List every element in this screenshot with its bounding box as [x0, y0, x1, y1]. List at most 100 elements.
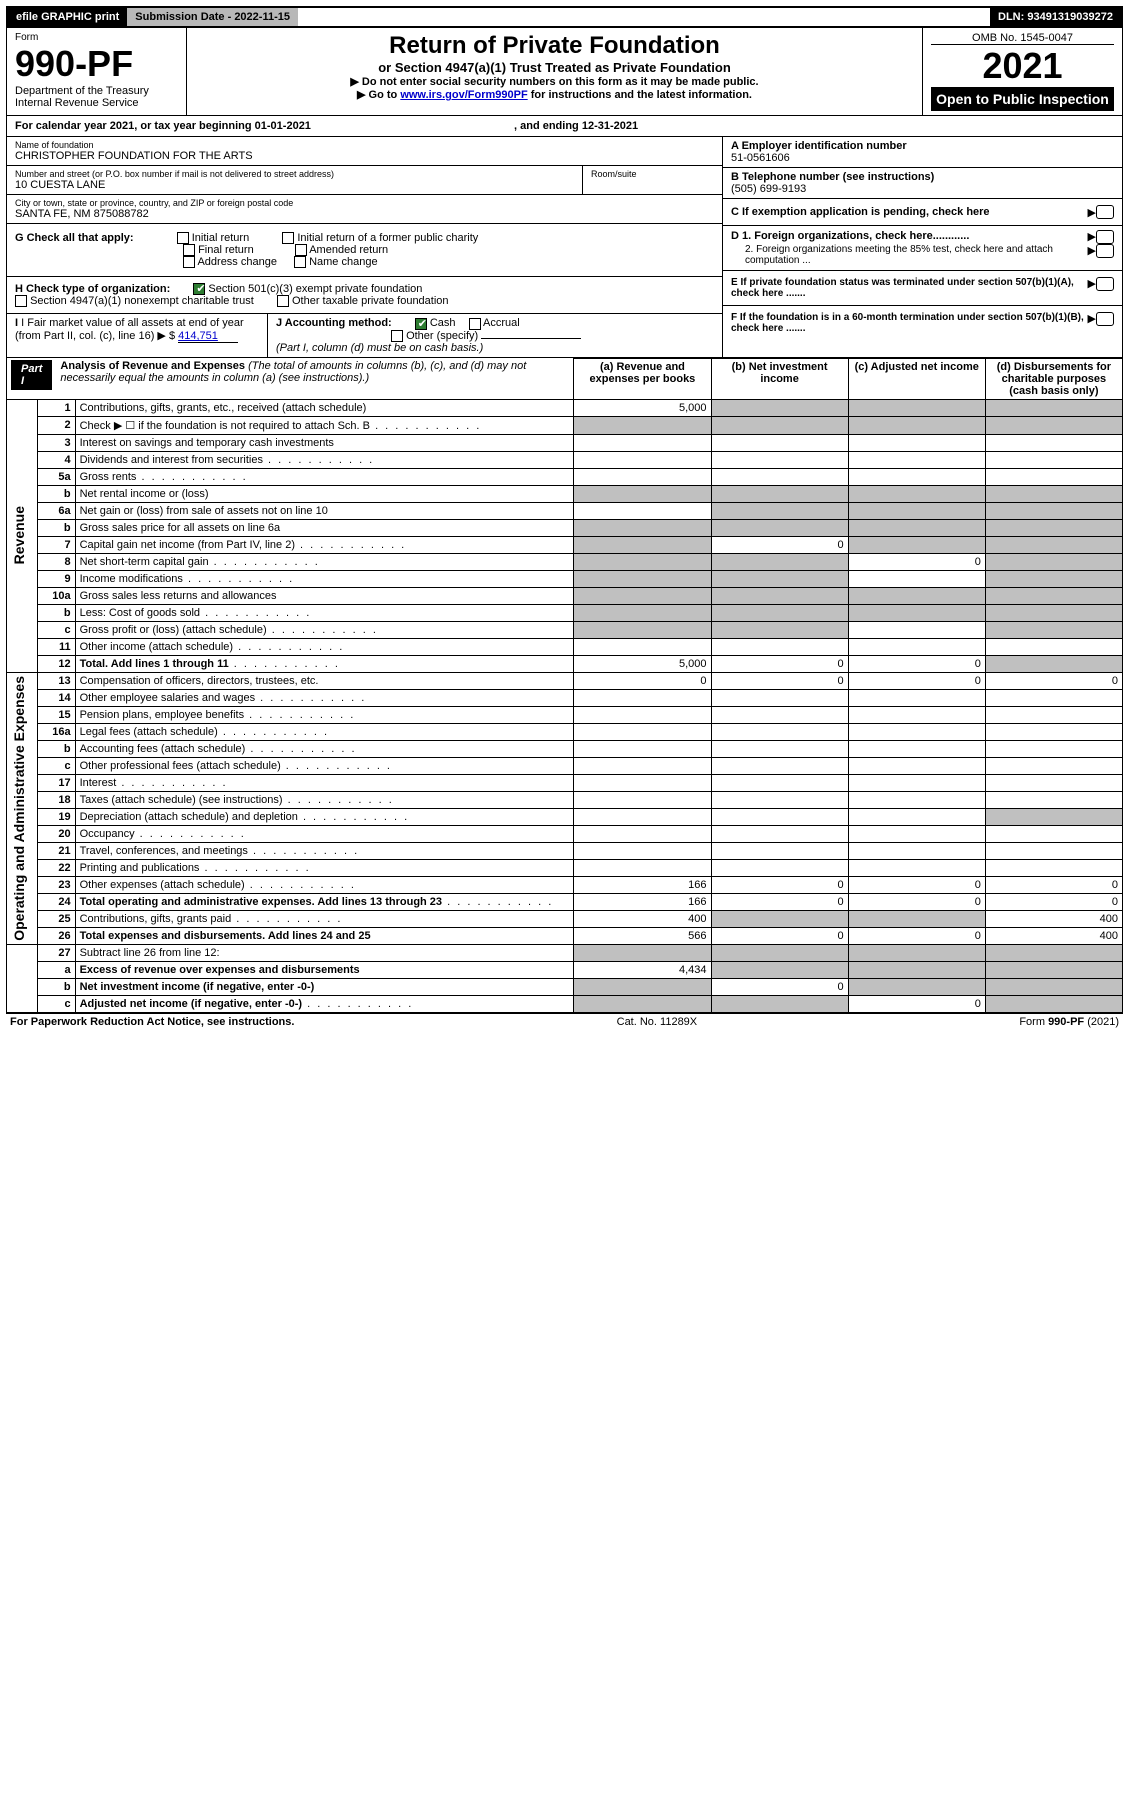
cy-end: 12-31-2021	[582, 120, 638, 132]
table-row: 21Travel, conferences, and meetings	[7, 842, 1123, 859]
checkbox-status-terminated[interactable]	[1096, 277, 1114, 291]
table-row: bGross sales price for all assets on lin…	[7, 519, 1123, 536]
part1-table: Part I Analysis of Revenue and Expenses …	[6, 358, 1123, 1013]
col-a-header: (a) Revenue and expenses per books	[574, 358, 711, 399]
col-c-header: (c) Adjusted net income	[848, 358, 985, 399]
footer-mid: Cat. No. 11289X	[617, 1016, 698, 1028]
table-row: 12Total. Add lines 1 through 115,00000	[7, 655, 1123, 672]
form-header: Form 990-PF Department of the Treasury I…	[6, 28, 1123, 116]
table-row: aExcess of revenue over expenses and dis…	[7, 961, 1123, 978]
checkbox-accrual[interactable]	[469, 318, 481, 330]
checkbox-address-change[interactable]	[183, 256, 195, 268]
c-label: C If exemption application is pending, c…	[731, 206, 1088, 218]
table-row: 23Other expenses (attach schedule)166000	[7, 876, 1123, 893]
g-opt-3: Amended return	[309, 244, 388, 256]
table-row: 9Income modifications	[7, 570, 1123, 587]
submission-date: Submission Date - 2022-11-15	[127, 8, 298, 26]
form-title: Return of Private Foundation	[195, 32, 914, 60]
part1-tag: Part I	[11, 360, 52, 390]
checkbox-name-change[interactable]	[294, 256, 306, 268]
table-row: 15Pension plans, employee benefits	[7, 706, 1123, 723]
h-label: H Check type of organization:	[15, 283, 170, 295]
checkbox-initial-former[interactable]	[282, 232, 294, 244]
dln: DLN: 93491319039272	[990, 8, 1121, 26]
fmv-value[interactable]: 414,751	[178, 330, 238, 343]
checkbox-4947[interactable]	[15, 295, 27, 307]
checkbox-foreign-org[interactable]	[1096, 230, 1114, 244]
table-row: bLess: Cost of goods sold	[7, 604, 1123, 621]
table-row: 25Contributions, gifts, grants paid40040…	[7, 910, 1123, 927]
g-opt-0: Initial return	[192, 232, 249, 244]
form-word: Form	[15, 32, 178, 43]
table-row: bNet rental income or (loss)	[7, 485, 1123, 502]
instr-goto-a: ▶ Go to	[357, 89, 400, 101]
table-row: 3Interest on savings and temporary cash …	[7, 434, 1123, 451]
f-label: F If the foundation is in a 60-month ter…	[731, 312, 1088, 334]
table-row: cGross profit or (loss) (attach schedule…	[7, 621, 1123, 638]
calendar-year-row: For calendar year 2021, or tax year begi…	[6, 116, 1123, 137]
h-opt-0: Section 501(c)(3) exempt private foundat…	[208, 283, 422, 295]
checkbox-amended[interactable]	[295, 244, 307, 256]
table-row: bAccounting fees (attach schedule)	[7, 740, 1123, 757]
d1-label: D 1. Foreign organizations, check here..…	[731, 230, 1088, 244]
cy-text-b: , and ending	[514, 120, 582, 132]
checkbox-501c3[interactable]	[193, 283, 205, 295]
dept-treasury: Department of the Treasury	[15, 85, 178, 97]
table-row: cAdjusted net income (if negative, enter…	[7, 995, 1123, 1012]
g-opt-4: Address change	[197, 256, 277, 268]
checkbox-other-method[interactable]	[391, 330, 403, 342]
addr-label: Number and street (or P.O. box number if…	[15, 169, 574, 179]
cy-text-a: For calendar year 2021, or tax year begi…	[15, 120, 255, 132]
j-note: (Part I, column (d) must be on cash basi…	[276, 342, 483, 354]
table-row: 10aGross sales less returns and allowanc…	[7, 587, 1123, 604]
table-row: 5aGross rents	[7, 468, 1123, 485]
page-footer: For Paperwork Reduction Act Notice, see …	[6, 1013, 1123, 1030]
table-row: 27Subtract line 26 from line 12:	[7, 944, 1123, 961]
efile-topbar: efile GRAPHIC print Submission Date - 20…	[6, 6, 1123, 28]
checkbox-cash[interactable]	[415, 318, 427, 330]
j-other: Other (specify)	[406, 330, 478, 342]
instr-goto: ▶ Go to www.irs.gov/Form990PF for instru…	[195, 88, 914, 101]
checkbox-initial-return[interactable]	[177, 232, 189, 244]
side-expenses: Operating and Administrative Expenses	[11, 676, 27, 941]
checkbox-final-return[interactable]	[183, 244, 195, 256]
table-row: 2Check ▶ ☐ if the foundation is not requ…	[7, 416, 1123, 434]
identity-block: Name of foundation CHRISTOPHER FOUNDATIO…	[6, 137, 1123, 358]
g-opt-1: Initial return of a former public charit…	[297, 232, 478, 244]
room-label: Room/suite	[591, 169, 714, 179]
phone-label: B Telephone number (see instructions)	[731, 171, 1114, 183]
table-row: Operating and Administrative Expenses13C…	[7, 672, 1123, 689]
h-opt-1: Section 4947(a)(1) nonexempt charitable …	[30, 295, 254, 307]
street-address: 10 CUESTA LANE	[15, 179, 574, 191]
table-row: 26Total expenses and disbursements. Add …	[7, 927, 1123, 944]
j-accrual: Accrual	[483, 317, 520, 329]
table-row: 14Other employee salaries and wages	[7, 689, 1123, 706]
table-row: bNet investment income (if negative, ent…	[7, 978, 1123, 995]
table-row: 24Total operating and administrative exp…	[7, 893, 1123, 910]
instr-goto-b: for instructions and the latest informat…	[528, 89, 752, 101]
table-row: 16aLegal fees (attach schedule)	[7, 723, 1123, 740]
irs-link[interactable]: www.irs.gov/Form990PF	[400, 89, 527, 101]
form-number: 990-PF	[15, 43, 178, 85]
checkbox-other-taxable[interactable]	[277, 295, 289, 307]
cy-begin: 01-01-2021	[255, 120, 311, 132]
checkbox-exemption-pending[interactable]	[1096, 205, 1114, 219]
part1-title: Analysis of Revenue and Expenses	[60, 360, 245, 372]
table-row: 4Dividends and interest from securities	[7, 451, 1123, 468]
j-label: J Accounting method:	[276, 317, 392, 329]
table-row: 8Net short-term capital gain0	[7, 553, 1123, 570]
h-opt-2: Other taxable private foundation	[292, 295, 449, 307]
efile-label: efile GRAPHIC print	[8, 8, 127, 26]
name-label: Name of foundation	[15, 140, 714, 150]
side-revenue: Revenue	[11, 506, 27, 564]
checkbox-60month[interactable]	[1096, 312, 1114, 326]
table-row: 18Taxes (attach schedule) (see instructi…	[7, 791, 1123, 808]
g-label: G Check all that apply:	[15, 232, 134, 244]
form-subtitle: or Section 4947(a)(1) Trust Treated as P…	[195, 60, 914, 75]
checkbox-85pct[interactable]	[1096, 244, 1114, 258]
footer-left: For Paperwork Reduction Act Notice, see …	[10, 1016, 294, 1028]
col-d-header: (d) Disbursements for charitable purpose…	[985, 358, 1122, 399]
ein-value: 51-0561606	[731, 152, 1114, 164]
g-opt-2: Final return	[198, 244, 254, 256]
city-state-zip: SANTA FE, NM 875088782	[15, 208, 714, 220]
